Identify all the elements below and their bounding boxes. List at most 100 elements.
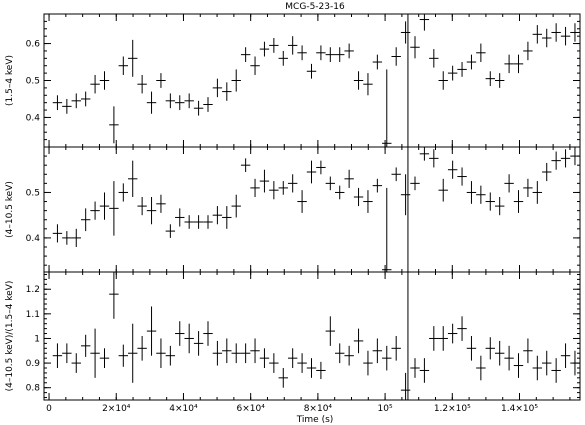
data-point	[391, 336, 401, 361]
data-point	[570, 350, 580, 376]
data-point	[335, 343, 345, 364]
panel-3: 0.8 0.9 1 1.1 1.2 (4–10.5 keV)/(1.5–4 keV) 0 2×…	[5, 271, 581, 414]
data-point	[400, 174, 411, 216]
x-tick-label: 2×10⁴	[102, 404, 131, 414]
data-point	[316, 160, 326, 175]
data-point	[325, 176, 336, 191]
data-point	[128, 160, 138, 197]
data-point	[62, 231, 72, 245]
data-point	[137, 336, 147, 361]
data-point	[175, 321, 185, 346]
data-point	[532, 25, 543, 44]
data-point	[80, 208, 91, 232]
data-point	[231, 69, 241, 92]
data-point	[410, 358, 420, 378]
data-point	[476, 355, 486, 381]
data-point	[419, 147, 430, 161]
data-point	[344, 43, 354, 59]
data-point	[99, 71, 110, 90]
data-point	[193, 100, 204, 116]
data-point	[287, 36, 298, 55]
data-point	[269, 353, 279, 373]
data-point	[184, 93, 194, 109]
data-point	[372, 178, 383, 193]
data-point	[400, 21, 411, 44]
data-point	[128, 39, 138, 77]
data-point	[438, 178, 448, 202]
data-point	[222, 82, 232, 101]
data-point	[466, 336, 477, 361]
data-point	[90, 328, 100, 378]
data-point	[240, 47, 251, 63]
data-point	[62, 98, 72, 114]
data-point	[240, 343, 251, 364]
data-point	[504, 345, 514, 371]
data-point	[400, 372, 411, 400]
y-axis-label: (4–10.5 keV)/(1.5–4 keV)	[5, 281, 15, 392]
data-point	[429, 149, 439, 168]
data-point	[297, 190, 307, 213]
data-point	[523, 178, 533, 197]
data-point	[287, 174, 298, 193]
panels-group: 0.40.50.6(1.5–4 keV)0.40.5(4–10.5 keV)0.…	[5, 13, 581, 414]
data-point	[306, 160, 317, 184]
data-point	[71, 228, 81, 247]
data-point	[278, 181, 288, 195]
data-point	[203, 215, 213, 229]
data-point	[175, 95, 185, 111]
data-point	[457, 167, 467, 186]
y-tick-label: 0.6	[26, 40, 41, 50]
data-point	[297, 353, 307, 373]
x-tick-label: 10⁵	[378, 404, 393, 414]
data-point	[513, 353, 524, 378]
data-point	[457, 62, 467, 77]
y-tick-label: 0.4	[26, 234, 41, 244]
data-point	[80, 91, 91, 107]
data-point	[494, 340, 505, 366]
data-point	[52, 343, 63, 368]
y-tick-label: 1	[34, 334, 40, 344]
data-point	[259, 169, 270, 193]
data-point	[382, 345, 392, 371]
data-point	[52, 95, 63, 111]
data-point	[466, 181, 477, 204]
y-tick-label: 0.5	[26, 188, 40, 198]
data-point	[382, 69, 392, 147]
data-point	[466, 54, 477, 70]
y-axis-label: (1.5–4 keV)	[5, 55, 15, 106]
data-point	[382, 187, 392, 272]
data-point	[80, 334, 91, 357]
data-point	[109, 181, 119, 236]
data-point	[523, 41, 533, 61]
data-point	[146, 306, 157, 356]
data-point	[551, 151, 561, 170]
data-point	[306, 63, 317, 79]
x-tick-label: 1.4×10⁵	[501, 404, 538, 414]
data-point	[551, 23, 561, 42]
data-point	[128, 323, 138, 383]
data-point	[344, 169, 354, 188]
data-point	[532, 355, 543, 381]
data-point	[363, 350, 373, 376]
data-point	[193, 331, 204, 356]
data-point	[118, 56, 129, 75]
data-point	[137, 197, 147, 216]
x-tick-label: 4×10⁴	[169, 404, 198, 414]
data-point	[165, 345, 176, 366]
data-point	[447, 160, 458, 179]
data-point	[325, 47, 336, 63]
data-point	[165, 224, 176, 238]
data-point	[231, 194, 241, 218]
data-point	[570, 147, 580, 166]
data-point	[335, 47, 345, 63]
data-point	[485, 71, 495, 87]
data-point	[429, 49, 439, 68]
data-point	[99, 348, 110, 368]
data-point	[165, 93, 176, 109]
data-point	[363, 73, 373, 96]
data-point	[175, 208, 185, 227]
data-point	[372, 338, 383, 364]
data-point	[250, 56, 260, 75]
data-point	[353, 328, 364, 354]
